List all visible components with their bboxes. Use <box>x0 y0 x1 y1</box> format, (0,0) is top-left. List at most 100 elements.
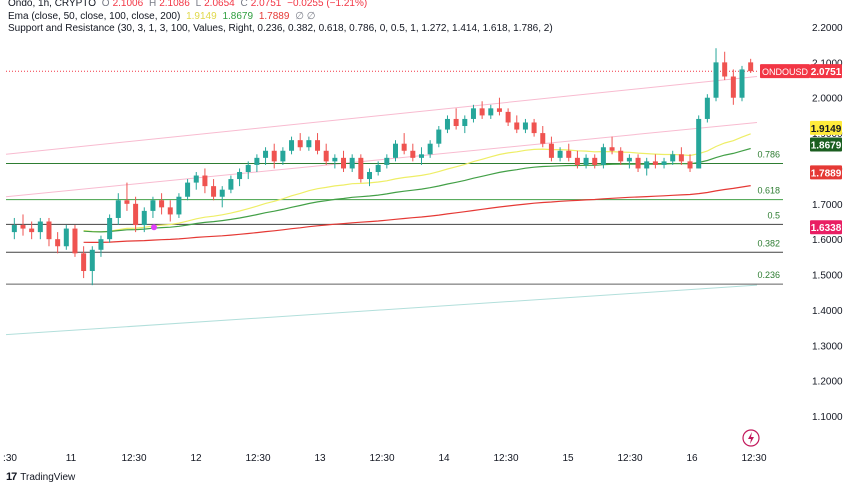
candle-body <box>618 150 624 162</box>
candle-body <box>453 118 459 127</box>
x-tick-label: 12:30 <box>741 453 766 464</box>
candle-body <box>341 157 347 169</box>
y-tick-label: 1.7000 <box>812 200 843 211</box>
ema50-value: 1.9149 <box>186 11 217 22</box>
candle-body <box>98 239 104 250</box>
candle-body <box>410 150 416 158</box>
x-tick-label: 12:30 <box>121 453 146 464</box>
candle-body <box>237 171 243 180</box>
candle-body <box>514 122 520 130</box>
tradingview-footer[interactable]: 17 TradingView <box>6 471 75 483</box>
candle-body <box>496 108 502 112</box>
candle-body <box>644 161 650 169</box>
price-badge <box>810 120 842 135</box>
ema200-value: 1.7889 <box>258 11 290 22</box>
ohlc-legend: Ondo, 1h, CRYPTO O 2.1006 H 2.1086 L 2.0654… <box>8 0 370 9</box>
ema-legend[interactable]: Ema (close, 50, close, 100, close, 200) … <box>8 11 318 22</box>
candle-body <box>367 171 373 180</box>
candle-body <box>306 140 312 148</box>
candle-body <box>548 143 554 158</box>
candle-body <box>522 122 528 130</box>
x-tick-label: 13 <box>314 453 326 464</box>
candle-body <box>185 182 191 197</box>
channel-high-line <box>5 76 758 155</box>
price-badge-label: 1.7889 <box>811 168 842 179</box>
fib-label-0.786: 0.786 <box>757 150 780 160</box>
price-badge <box>810 137 842 152</box>
candle-body <box>557 150 563 158</box>
candle-body <box>748 62 754 72</box>
fib-label-0.618: 0.618 <box>757 186 780 196</box>
ema50-line <box>83 133 751 233</box>
x-tick-label: 15 <box>562 453 574 464</box>
open-value: 2.1006 <box>112 0 144 9</box>
candle-body <box>271 150 277 162</box>
symbol-label: Ondo, 1h, CRYPTO <box>8 0 97 9</box>
candle-body <box>392 143 398 158</box>
x-tick-label: 12 <box>190 453 202 464</box>
x-tick-label: 12:30 <box>617 453 642 464</box>
candle-body <box>107 217 113 240</box>
high-label: H <box>148 0 157 9</box>
candle-body <box>401 143 407 151</box>
ema100-value: 1.8679 <box>222 11 254 22</box>
candle-body <box>159 200 165 208</box>
y-tick-label: 1.3000 <box>812 341 843 352</box>
tradingview-brand: TradingView <box>20 471 76 483</box>
candle-body <box>228 179 234 190</box>
candle-body <box>462 118 468 127</box>
x-tick-label: 12:30 <box>245 453 270 464</box>
candle-body <box>63 228 69 247</box>
alert-icon[interactable] <box>742 429 760 447</box>
candle-body <box>609 147 615 151</box>
price-badge-label: 1.8679 <box>811 140 842 151</box>
candle-body <box>505 111 511 123</box>
candle-body <box>37 221 43 233</box>
candle-body <box>592 157 598 165</box>
candle-body <box>89 249 95 272</box>
sr-legend[interactable]: Support and Resistance (30, 3, 1, 3, 100… <box>8 23 556 34</box>
candle-body <box>574 157 580 165</box>
candle-body <box>384 157 390 165</box>
candle-body <box>297 140 303 148</box>
candle-body <box>115 200 121 218</box>
close-value: 2.0751 <box>250 0 282 9</box>
y-tick-label: 2.0000 <box>812 94 843 105</box>
candle-body <box>193 175 199 183</box>
candle-body <box>418 154 424 158</box>
ema-lines <box>83 133 751 243</box>
candle-body <box>687 161 693 169</box>
candles-group <box>11 48 754 286</box>
support-resistance-lines <box>5 70 758 336</box>
symbol-badge <box>760 64 810 79</box>
candle-body <box>696 118 702 169</box>
candle-body <box>211 186 217 197</box>
candle-body <box>245 164 251 172</box>
candle-body <box>202 175 208 187</box>
candle-body <box>540 133 546 144</box>
candle-body <box>704 97 710 119</box>
channel-low-line <box>5 284 758 336</box>
candle-body <box>289 140 295 151</box>
y-tick-label: 1.2000 <box>812 377 843 388</box>
price-badge-label: 1.9149 <box>811 124 842 135</box>
candle-body <box>141 210 147 226</box>
candle-body <box>739 69 745 98</box>
low-label: L <box>195 0 202 9</box>
candle-body <box>436 129 442 144</box>
candle-body <box>670 154 676 162</box>
pivot-marker <box>151 224 157 231</box>
candle-body <box>635 157 641 169</box>
tradingview-logo-icon: 17 <box>6 471 17 483</box>
ema200-line <box>83 185 751 243</box>
price-badges: ONDOUSD 2.0751 1.9149 1.8679 1.7889 1.6338 <box>760 64 842 235</box>
time-axis[interactable]: :30 11 12:30 12 12:30 13 12:30 14 12:30 15 12:30 16… <box>3 453 767 464</box>
price-badge-label: 1.6338 <box>811 223 842 234</box>
candle-body <box>531 122 537 134</box>
fib-label-0.382: 0.382 <box>757 238 780 248</box>
y-tick-label: 1.5000 <box>812 271 843 282</box>
y-tick-label: 2.2000 <box>812 23 843 34</box>
low-value: 2.0654 <box>204 0 235 9</box>
price-badge <box>810 220 842 235</box>
